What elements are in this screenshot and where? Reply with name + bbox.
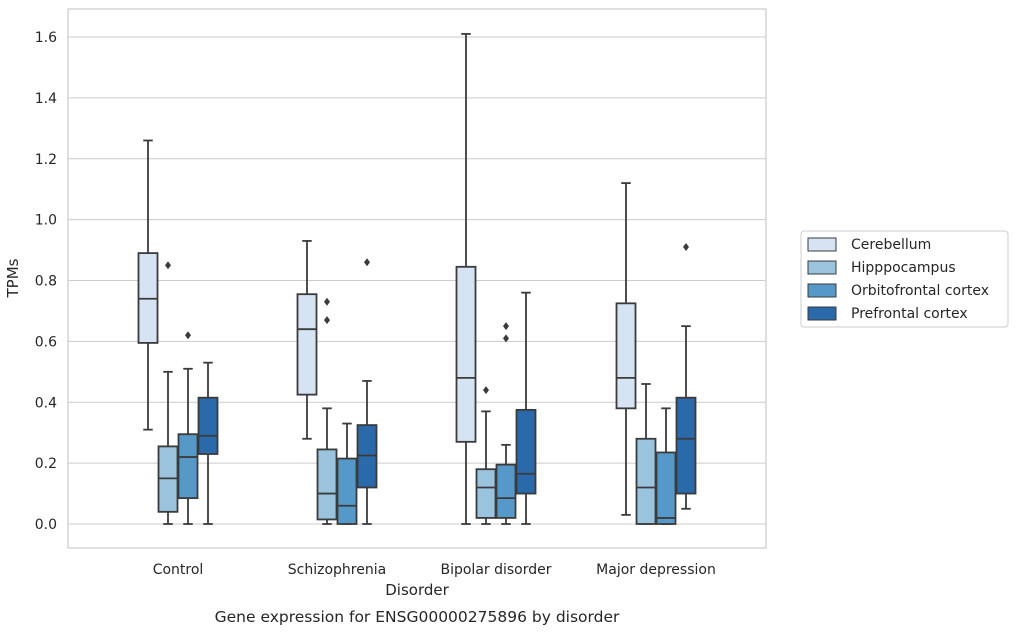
outlier-point [683, 243, 689, 252]
box-series [137, 33, 697, 525]
y-tick-label: 1.2 [35, 152, 57, 168]
box [197, 361, 219, 525]
box-body [655, 451, 677, 525]
y-tick-labels: 0.0 0.2 0.4 0.6 0.8 1.0 1.2 1.4 1.6 [35, 30, 57, 533]
outlier-point [165, 261, 171, 270]
x-tick-label: Control [153, 562, 204, 578]
legend-swatch [807, 237, 837, 252]
series-cerebellum [137, 33, 637, 525]
outlier-point [324, 316, 330, 325]
x-tick-label: Schizophrenia [288, 562, 386, 578]
y-tick-label: 1.4 [35, 91, 57, 107]
box-body [615, 302, 637, 410]
box [336, 422, 358, 525]
box-body [336, 457, 358, 525]
box [455, 33, 477, 525]
outlier-point [483, 386, 489, 395]
legend-label: Cerebellum [851, 237, 931, 253]
outlier-point [503, 334, 509, 343]
x-tick-labels: Control Schizophrenia Bipolar disorder Majo… [153, 562, 716, 578]
y-tick-label: 0.2 [35, 456, 57, 472]
legend-label: Prefrontal cortex [851, 306, 968, 322]
y-tick-label: 1.0 [35, 213, 57, 229]
box-body [495, 463, 517, 519]
box-body [675, 396, 697, 495]
box [296, 240, 318, 440]
y-tick-label: 0.6 [35, 334, 57, 350]
box [675, 243, 697, 510]
box-body [515, 408, 537, 495]
box [356, 258, 378, 525]
box [615, 182, 637, 516]
legend-swatch [807, 306, 837, 321]
box [475, 386, 497, 525]
box [157, 261, 179, 525]
series-prefrontal-cortex [197, 243, 697, 525]
outlier-point [503, 322, 509, 331]
box [495, 322, 517, 525]
box [635, 383, 657, 525]
plot-area-frame [67, 8, 767, 549]
legend-frame [800, 230, 1009, 328]
x-tick-label: Bipolar disorder [440, 562, 551, 578]
y-tick-label: 0.0 [35, 517, 57, 533]
legend-label: Orbitofrontal cortex [851, 283, 989, 299]
box [177, 331, 199, 525]
box-body [635, 437, 657, 525]
legend-swatch [807, 260, 837, 275]
x-tick-label: Major depression [596, 562, 716, 578]
y-tick-label: 0.4 [35, 395, 57, 411]
box [137, 139, 159, 431]
box-body [177, 433, 199, 500]
outlier-point [185, 331, 191, 340]
series-orbitofrontal-cortex [177, 322, 677, 525]
box-body [455, 265, 477, 443]
box [515, 291, 537, 525]
y-axis-label: TPMs [4, 258, 22, 298]
y-tick-label: 0.8 [35, 274, 57, 290]
y-tick-label: 1.6 [35, 30, 57, 46]
box-body [475, 468, 497, 519]
box [316, 297, 338, 525]
box-body [316, 448, 338, 521]
box-body [296, 293, 318, 396]
outlier-point [324, 297, 330, 306]
legend-swatch [807, 283, 837, 298]
chart-caption: Gene expression for ENSG00000275896 by d… [215, 608, 620, 626]
box [655, 407, 677, 525]
x-axis-label: Disorder [385, 581, 449, 599]
outlier-point [364, 258, 370, 267]
legend: Cerebellum Hipppocampus Orbitofrontal cort… [800, 230, 1009, 328]
box-body [197, 396, 219, 455]
legend-label: Hipppocampus [851, 260, 956, 276]
series-hipppocampus [157, 261, 657, 525]
